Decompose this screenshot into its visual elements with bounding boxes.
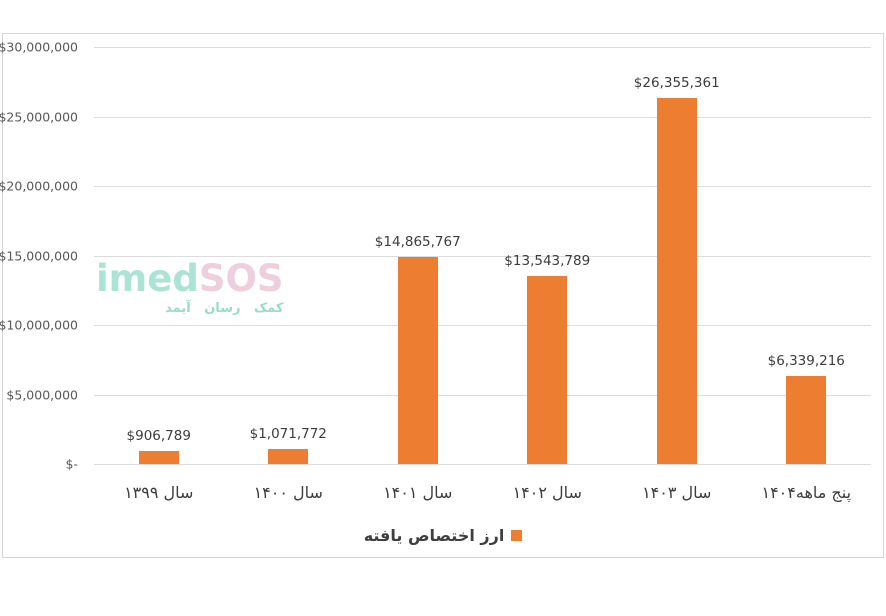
x-axis-tick-label: سال ۱۴۰۳ [642, 483, 712, 502]
gridline [94, 186, 871, 187]
y-axis-tick-label: $- [65, 456, 78, 472]
y-axis-tick-label: $5,000,000 [6, 387, 78, 402]
watermark-brand: imedSOS [96, 260, 284, 297]
chart-legend: ارز اختصاص یافته [3, 526, 883, 545]
bar-value-label: $1,071,772 [249, 426, 327, 443]
gridline [94, 394, 871, 396]
y-axis-tick-label: $10,000,000 [0, 317, 78, 333]
bar-series-5 [786, 375, 827, 464]
legend-label: ارز اختصاص یافته [363, 526, 505, 545]
watermark-subtitle: کمک رسان آیمد [165, 301, 284, 316]
gridline [94, 47, 871, 48]
gridline [94, 464, 871, 465]
legend-swatch [511, 530, 523, 541]
x-axis-tick-label: سال ۱۴۰۲ [512, 483, 582, 502]
bar-value-label: $906,789 [126, 428, 191, 445]
y-axis-tick-label: $30,000,000 [0, 39, 78, 55]
x-axis-tick-label: سال ۱۴۰۱ [383, 483, 453, 502]
gridline [94, 255, 871, 257]
bar-series-0 [138, 451, 179, 464]
x-axis-tick-label: سال ۱۴۰۰ [253, 483, 323, 502]
bar-series-3 [527, 275, 568, 464]
bar-value-label: $13,543,789 [504, 252, 591, 269]
bar-series-1 [268, 449, 309, 464]
watermark-brand-sos: SOS [198, 257, 284, 300]
x-axis-tick-label: پنج ماهه۱۴۰۴ [761, 483, 852, 502]
chart-frame: $30,000,000 $25,000,000 $20,000,000 $15,000… [0, 33, 884, 558]
y-axis-tick-label: $15,000,000 [0, 248, 78, 263]
bar-value-label: $14,865,767 [374, 234, 461, 251]
gridline [94, 325, 871, 326]
y-axis-tick-label: $20,000,000 [0, 178, 78, 194]
y-axis-tick-label: $25,000,000 [0, 109, 78, 124]
bar-series-4 [656, 97, 697, 464]
watermark: imedSOS کمک رسان آیمد [96, 260, 284, 316]
watermark-brand-imed: imed [96, 257, 199, 300]
x-axis-tick-label: سال ۱۳۹۹ [124, 483, 194, 502]
bar-series-2 [397, 257, 438, 464]
gridline [94, 116, 871, 118]
bar-value-label: $26,355,361 [633, 74, 720, 91]
bar-value-label: $6,339,216 [767, 352, 845, 369]
